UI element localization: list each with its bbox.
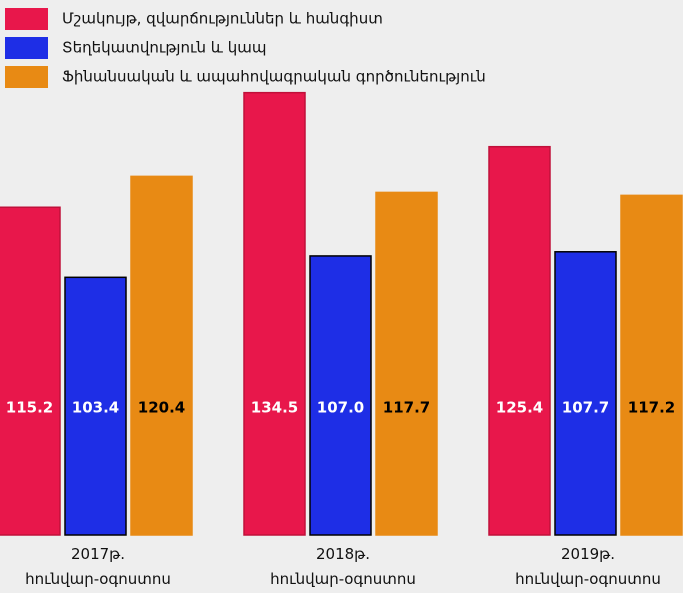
bar [620, 194, 683, 536]
value-label: 107.0 [317, 399, 364, 417]
bar [309, 255, 372, 536]
value-label: 117.7 [383, 399, 430, 417]
bar [243, 91, 306, 536]
legend-swatch [5, 37, 48, 59]
x-tick-label: 2017թ. հունվար-օգոստոս [25, 545, 171, 588]
value-label: 107.7 [562, 399, 609, 417]
bar [375, 191, 438, 536]
bar [130, 175, 193, 536]
bar [488, 145, 551, 536]
bar [554, 251, 617, 536]
x-tick-label: 2018թ. հունվար-օգոստոս [270, 545, 416, 588]
legend-swatch [5, 8, 48, 30]
value-label: 103.4 [72, 399, 119, 417]
value-label: 120.4 [138, 399, 185, 417]
value-label: 125.4 [496, 399, 543, 417]
bar [0, 206, 61, 536]
legend-label: Մշակույթ, զվարճություններ և հանգիստ [62, 10, 383, 28]
legend-swatch [5, 66, 48, 88]
bar [64, 276, 127, 536]
value-label: 134.5 [251, 399, 298, 417]
x-tick-label: 2019թ. հունվար-օգոստոս [515, 545, 661, 588]
legend-label: Ֆինանսական և ապահովագրական գործունեությո… [62, 68, 486, 86]
value-label: 115.2 [6, 399, 53, 417]
value-label: 117.2 [628, 399, 675, 417]
legend-label: Տեղեկատվություն և կապ [62, 39, 266, 57]
